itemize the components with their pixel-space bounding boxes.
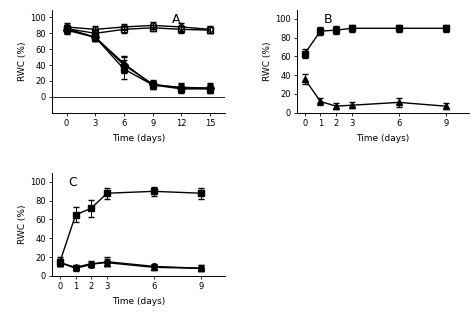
Text: C: C: [68, 176, 77, 189]
X-axis label: Time (days): Time (days): [112, 133, 165, 143]
X-axis label: Time (days): Time (days): [356, 133, 410, 143]
Text: A: A: [172, 13, 181, 26]
Y-axis label: RWC (%): RWC (%): [263, 41, 272, 81]
X-axis label: Time (days): Time (days): [112, 297, 165, 306]
Text: B: B: [324, 13, 332, 26]
Y-axis label: RWC (%): RWC (%): [18, 41, 27, 81]
Y-axis label: RWC (%): RWC (%): [18, 204, 27, 244]
